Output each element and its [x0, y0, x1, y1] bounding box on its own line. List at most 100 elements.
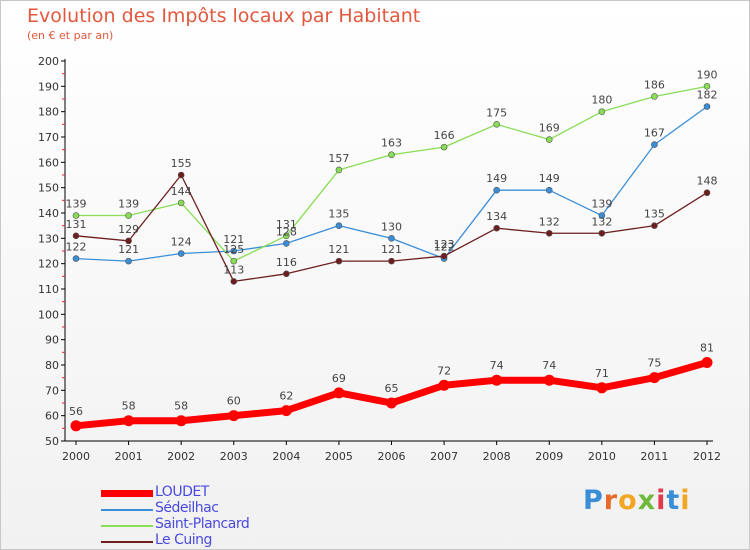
data-point — [175, 415, 187, 427]
data-label: 135 — [644, 208, 665, 221]
data-point — [545, 229, 553, 237]
data-label: 134 — [486, 210, 507, 223]
data-label: 65 — [385, 382, 399, 395]
data-point — [438, 379, 450, 391]
data-label: 148 — [697, 175, 718, 188]
y-tick-label: 130 — [38, 232, 59, 245]
data-point — [335, 222, 343, 229]
data-point — [177, 250, 185, 257]
data-point — [648, 372, 660, 384]
data-point — [701, 356, 713, 368]
data-point — [125, 257, 132, 265]
data-label: 124 — [171, 236, 192, 249]
data-point — [72, 232, 80, 240]
data-point — [72, 255, 80, 262]
data-point — [388, 235, 395, 242]
legend-swatch — [101, 525, 153, 527]
data-label: 123 — [434, 238, 455, 251]
data-label: 131 — [66, 218, 87, 231]
y-tick-label: 120 — [38, 258, 59, 271]
legend-swatch — [101, 541, 153, 543]
x-tick-label: 2006 — [378, 450, 406, 463]
data-label: 116 — [276, 256, 297, 269]
data-label: 163 — [381, 137, 402, 150]
y-tick-label: 150 — [38, 182, 59, 195]
data-label: 74 — [542, 359, 556, 372]
y-tick-label: 160 — [38, 156, 59, 169]
data-label: 121 — [328, 243, 349, 256]
data-label: 139 — [118, 198, 139, 211]
data-label: 135 — [328, 208, 349, 221]
data-point — [703, 103, 711, 110]
data-point — [335, 166, 343, 174]
data-point — [651, 222, 658, 229]
data-label: 130 — [381, 220, 402, 233]
data-point — [440, 143, 448, 151]
data-label: 169 — [539, 122, 560, 135]
data-label: 139 — [66, 198, 87, 211]
data-label: 190 — [697, 68, 718, 81]
data-label: 167 — [644, 127, 665, 140]
data-point — [386, 397, 397, 409]
data-label: 58 — [122, 400, 136, 413]
data-point — [230, 278, 238, 285]
data-point — [545, 186, 553, 194]
data-label: 121 — [381, 243, 402, 256]
data-label: 155 — [171, 157, 192, 170]
data-point — [493, 186, 500, 194]
y-tick-label: 190 — [38, 80, 59, 93]
x-tick-label: 2010 — [588, 450, 616, 463]
data-label: 128 — [276, 225, 297, 238]
data-point — [72, 212, 80, 219]
data-point — [335, 257, 343, 265]
data-label: 139 — [591, 198, 612, 211]
data-label: 75 — [647, 357, 661, 370]
data-label: 122 — [434, 241, 455, 254]
data-label: 149 — [539, 172, 560, 185]
data-point — [280, 405, 292, 417]
data-label: 166 — [434, 129, 455, 142]
data-point — [388, 257, 395, 265]
legend-swatch — [101, 490, 153, 497]
data-point — [598, 229, 606, 237]
data-label: 113 — [223, 263, 244, 276]
x-tick-label: 2002 — [167, 450, 195, 463]
data-point — [493, 121, 500, 128]
data-point — [70, 420, 82, 432]
data-label: 58 — [174, 400, 188, 413]
x-tick-label: 2012 — [693, 450, 721, 463]
data-point — [598, 108, 606, 115]
proxiti-logo: Proxiti — [583, 485, 691, 516]
data-label: 62 — [279, 390, 293, 403]
data-label: 60 — [227, 395, 241, 408]
data-point — [123, 415, 135, 427]
data-point — [283, 232, 290, 240]
data-point — [283, 270, 290, 278]
data-point — [125, 237, 132, 245]
data-point — [703, 83, 711, 90]
data-point — [543, 374, 555, 386]
y-tick-label: 170 — [38, 131, 59, 144]
data-label: 157 — [328, 152, 349, 165]
chart-title: Evolution des Impôts locaux par Habitant — [27, 5, 421, 27]
x-tick-label: 2011 — [640, 450, 668, 463]
x-tick-label: 2007 — [430, 450, 458, 463]
y-tick-label: 110 — [38, 283, 59, 296]
data-label: 131 — [276, 218, 297, 231]
legend-label: LOUDET — [155, 484, 209, 500]
data-point — [703, 189, 711, 197]
x-tick-label: 2001 — [115, 450, 143, 463]
data-label: 122 — [66, 241, 87, 254]
y-tick-label: 140 — [38, 207, 59, 220]
data-point — [177, 171, 185, 179]
data-label: 74 — [490, 359, 504, 372]
data-label: 129 — [118, 223, 139, 236]
data-point — [125, 212, 132, 219]
data-label: 71 — [595, 367, 609, 380]
data-label: 132 — [591, 215, 612, 228]
data-label: 121 — [223, 233, 244, 246]
data-point — [651, 93, 658, 100]
y-tick-label: 180 — [38, 106, 59, 119]
